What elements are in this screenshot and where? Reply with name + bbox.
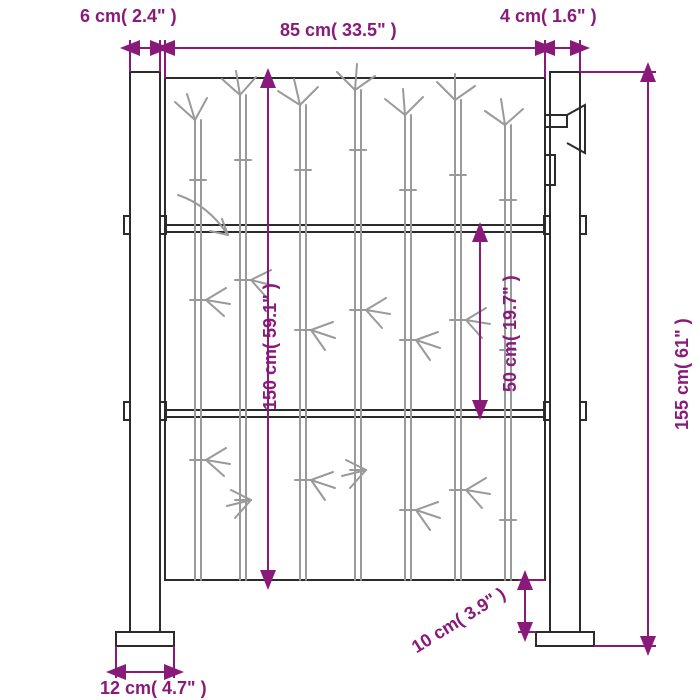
dim-150cm: 150 cm( 59.1" ) [260, 283, 281, 410]
dim-155cm: 155 cm( 61" ) [672, 318, 693, 430]
dim-4cm: 4 cm( 1.6" ) [500, 6, 597, 27]
dim-12cm: 12 cm( 4.7" ) [100, 678, 207, 699]
gate-outline [0, 0, 700, 700]
dim-50cm: 50 cm( 19.7" ) [500, 275, 521, 392]
diagram-stage: 6 cm( 2.4" ) 85 cm( 33.5" ) 4 cm( 1.6" )… [0, 0, 700, 700]
dim-6cm: 6 cm( 2.4" ) [80, 6, 177, 27]
dim-85cm: 85 cm( 33.5" ) [280, 20, 397, 41]
